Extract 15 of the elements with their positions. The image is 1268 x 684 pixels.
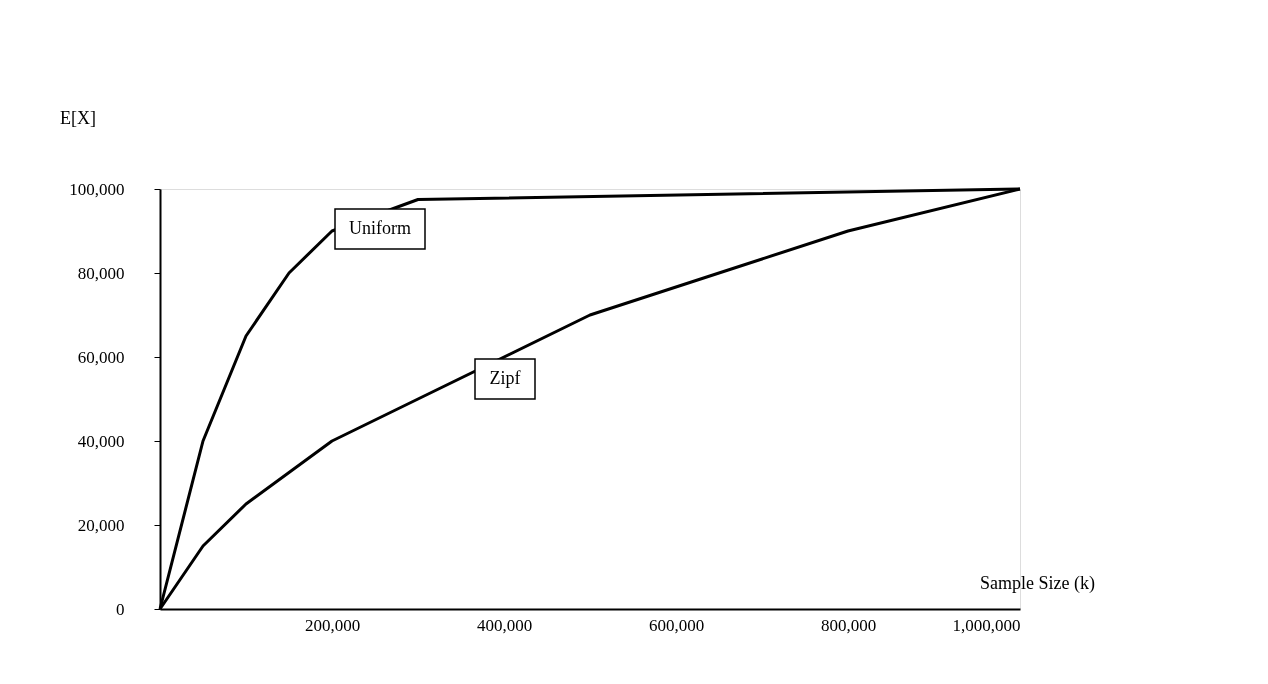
series-label: Uniform <box>349 218 411 238</box>
y-tick-label: 40,000 <box>77 431 125 451</box>
y-tick-label: 0 <box>116 599 125 619</box>
x-tick-label: 800,000 <box>820 615 877 635</box>
x-tick-label: 200,000 <box>304 615 361 635</box>
y-tick-label: 80,000 <box>77 263 125 283</box>
series-label: Zipf <box>489 368 521 388</box>
x-tick-label: 600,000 <box>648 615 705 635</box>
y-tick-label: 20,000 <box>77 515 125 535</box>
y-tick-label: 100,000 <box>69 179 125 199</box>
x-tick-label: 400,000 <box>476 615 533 635</box>
x-tick-label: 1,000,000 <box>952 615 1021 635</box>
x-axis-title: Sample Size (k) <box>980 573 1095 594</box>
y-tick-label: 60,000 <box>77 347 125 367</box>
y-axis-title: E[X] <box>60 108 96 128</box>
